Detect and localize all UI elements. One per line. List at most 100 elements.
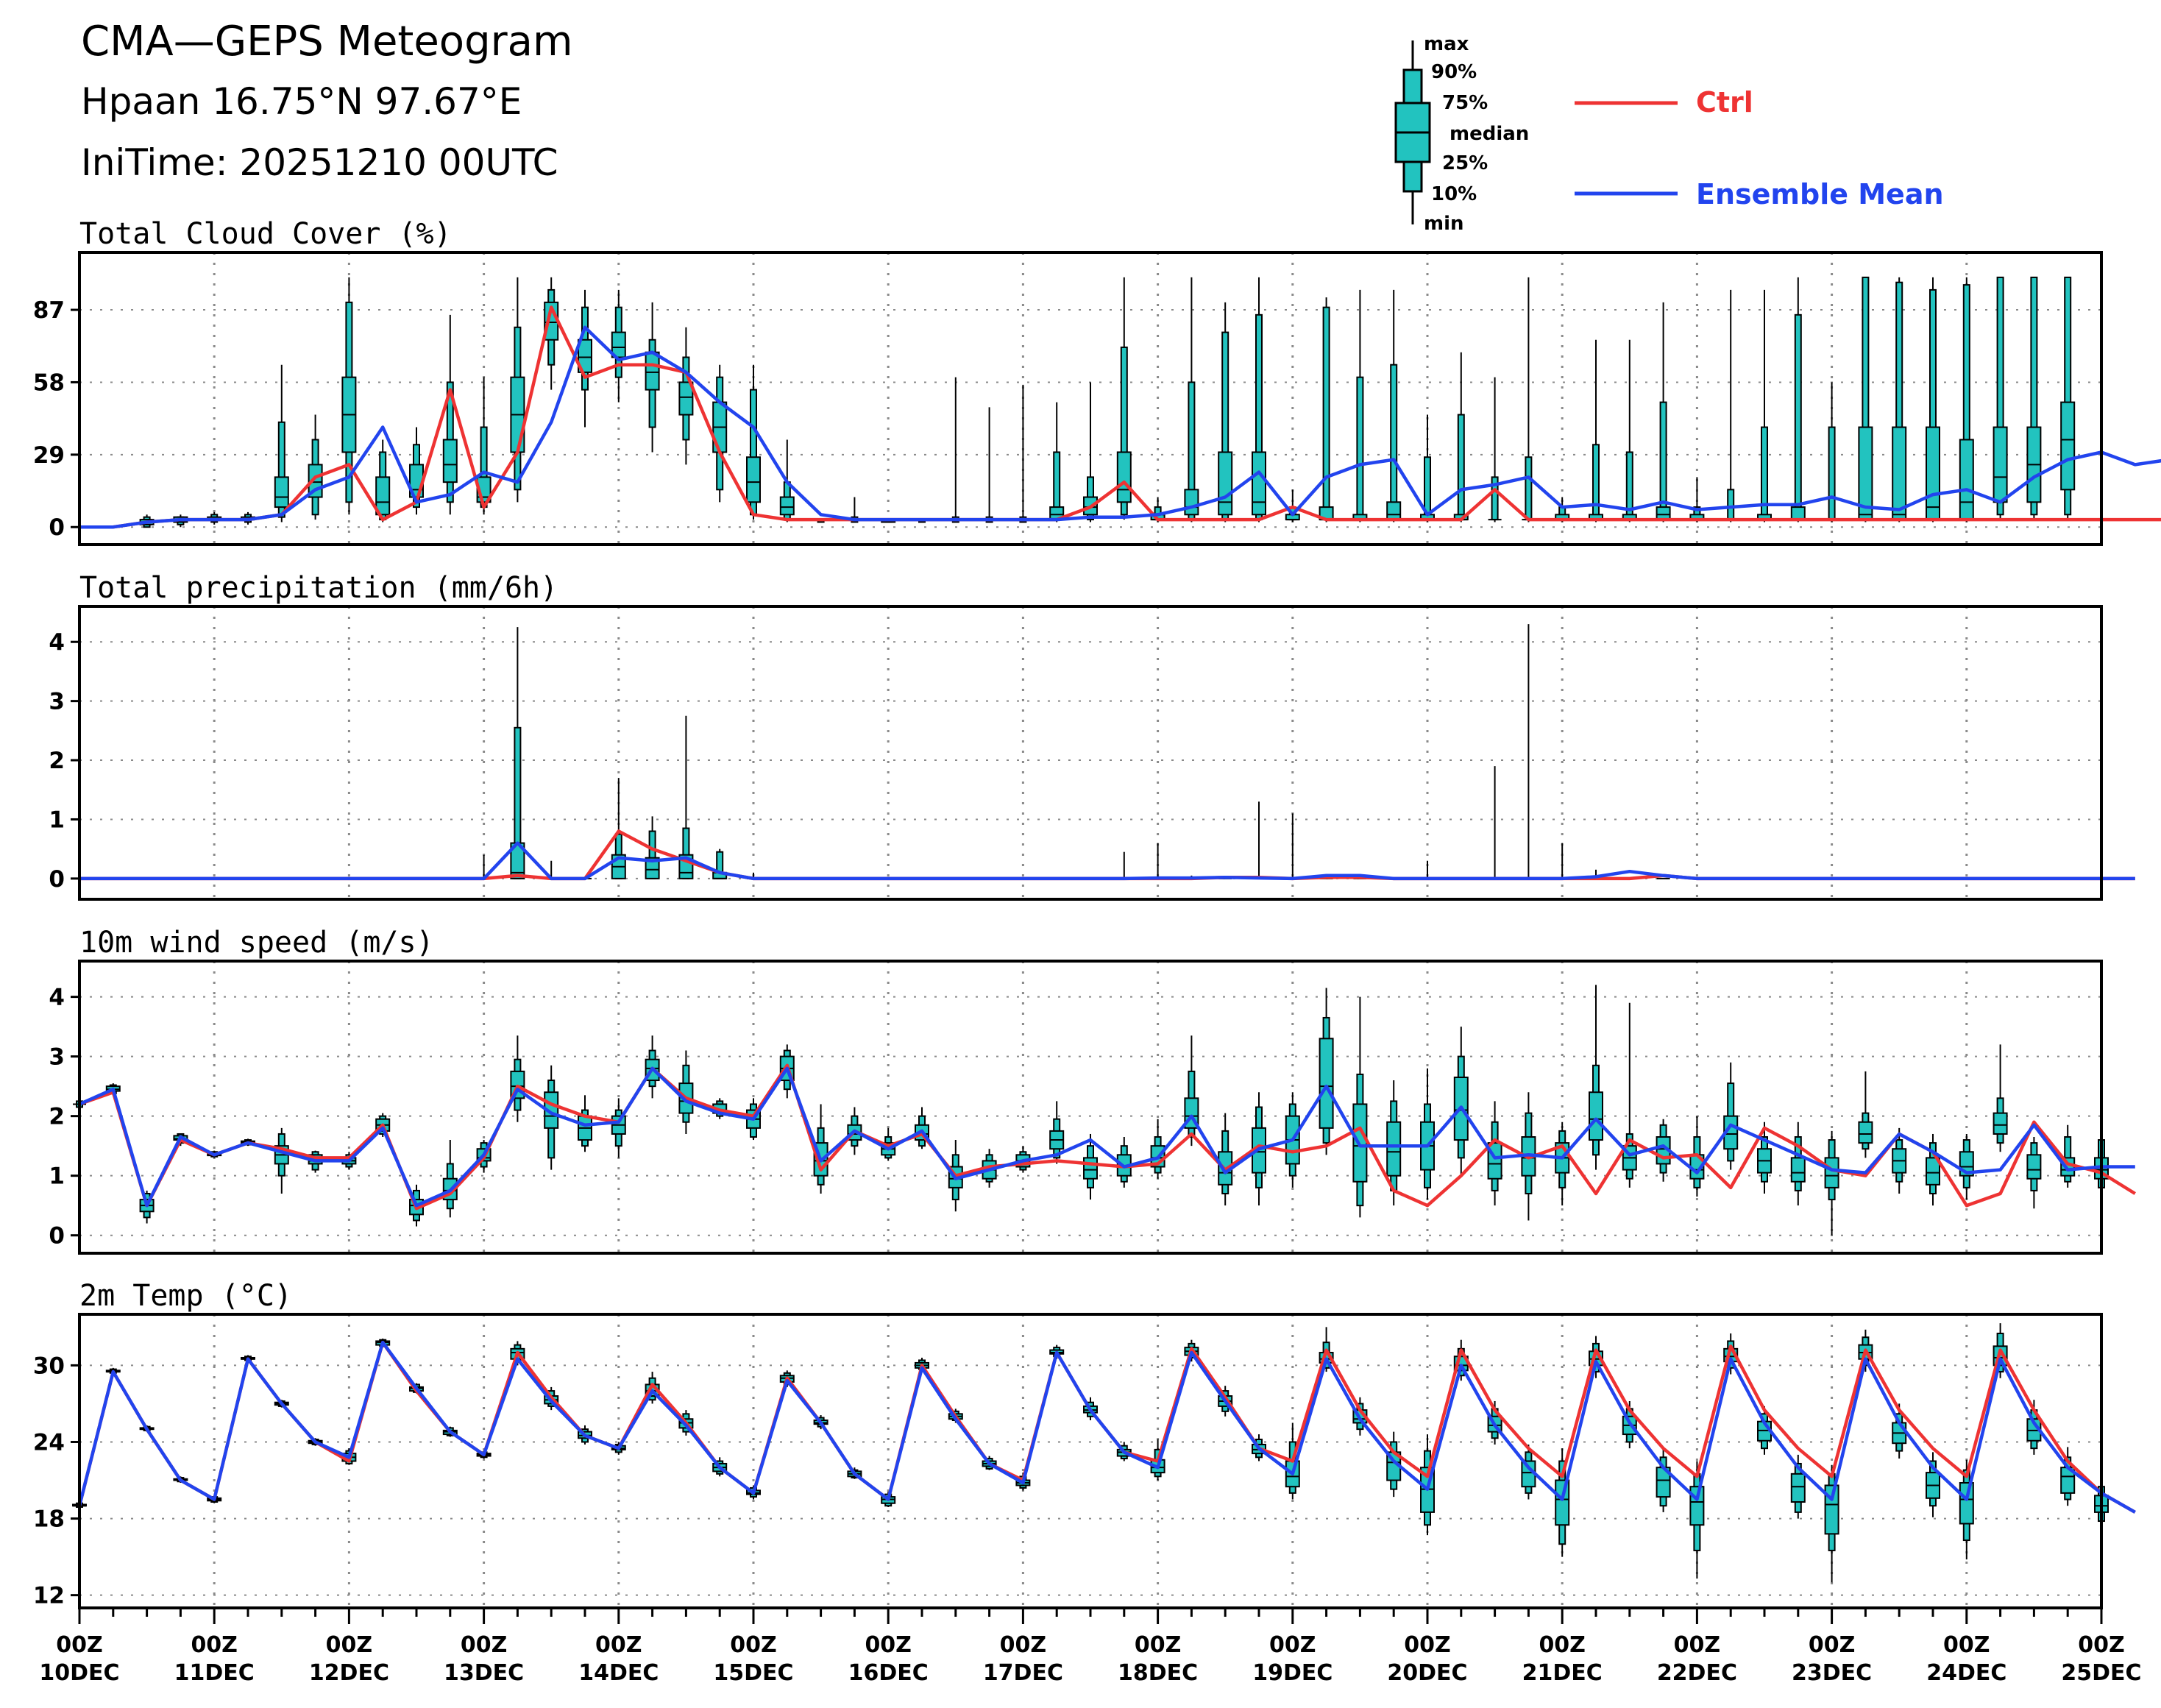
ensemble-box bbox=[1790, 277, 1806, 522]
ensemble-box bbox=[1421, 860, 1434, 879]
ensemble-box bbox=[1824, 1130, 1839, 1236]
box-p25-p75 bbox=[1959, 439, 1974, 521]
x-tick-hour: 00Z bbox=[865, 1632, 912, 1658]
ensemble-mean-line bbox=[77, 1340, 2136, 1514]
box-p25-p75 bbox=[611, 331, 626, 358]
ensemble-box bbox=[308, 414, 323, 520]
ensemble-box bbox=[1555, 1121, 1570, 1206]
x-axis: 00Z10DEC00Z11DEC00Z12DEC00Z13DEC00Z14DEC… bbox=[39, 1608, 2142, 1686]
box-p25-p75 bbox=[2026, 1154, 2042, 1180]
box-p25-p75 bbox=[1083, 1157, 1098, 1180]
ensemble-box bbox=[1116, 277, 1132, 520]
box-p25-p75 bbox=[1926, 1157, 1940, 1186]
ensemble-box bbox=[1993, 1044, 2008, 1152]
box-p25-p75 bbox=[1218, 451, 1233, 516]
ensemble-mean-line bbox=[79, 325, 2161, 529]
box-p25-p75 bbox=[1790, 506, 1806, 521]
ensemble-box bbox=[1555, 843, 1569, 879]
box-p10-p90 bbox=[1356, 376, 1364, 521]
box-p10-p90 bbox=[1727, 489, 1735, 521]
x-tick-date: 22DEC bbox=[1657, 1660, 1737, 1686]
ensemble-box bbox=[1790, 1121, 1806, 1206]
box-p25-p75 bbox=[1589, 1091, 1603, 1141]
box-p10-p90 bbox=[2064, 276, 2072, 516]
y-tick-label: 12 bbox=[33, 1583, 65, 1609]
init-time: IniTime: 20251210 00UTC bbox=[81, 141, 558, 184]
panel-frame bbox=[78, 960, 2103, 1255]
ensemble-box bbox=[1285, 813, 1299, 879]
ensemble-box bbox=[611, 1098, 626, 1158]
ensemble-box bbox=[1218, 1113, 1233, 1206]
box-p25-p75 bbox=[1386, 501, 1402, 521]
ensemble-box bbox=[1689, 1116, 1705, 1197]
ensemble-box bbox=[1689, 477, 1705, 522]
panel-frame bbox=[78, 251, 2103, 546]
box-p25-p75 bbox=[678, 381, 694, 416]
box-p25-p75 bbox=[1790, 1157, 1806, 1183]
ensemble-box bbox=[915, 1107, 929, 1149]
box-p25-p75 bbox=[1252, 451, 1266, 516]
box-p25-p75 bbox=[442, 439, 458, 483]
ensemble-box bbox=[1184, 1035, 1199, 1147]
box-p25-p75 bbox=[1858, 1121, 1873, 1144]
ensemble-box bbox=[1622, 339, 1637, 522]
box-p25-p75 bbox=[1790, 1473, 1806, 1503]
ensemble-box bbox=[948, 377, 962, 523]
ensemble-box bbox=[1926, 1452, 1940, 1517]
ensemble-box bbox=[1049, 402, 1065, 522]
key-label-max: max bbox=[1424, 33, 1469, 55]
chart-title: CMA—GEPS Meteogram bbox=[81, 18, 573, 65]
x-tick-hour: 00Z bbox=[1404, 1632, 1451, 1658]
ensemble-box bbox=[1892, 277, 1907, 522]
ctrl-line bbox=[79, 305, 2161, 529]
x-tick-hour: 00Z bbox=[730, 1632, 777, 1658]
box-p25-p75 bbox=[746, 456, 761, 503]
ensemble-box bbox=[442, 1140, 458, 1218]
ensemble-box bbox=[1150, 1119, 1165, 1179]
box-p25-p75 bbox=[274, 476, 289, 508]
ensemble-box bbox=[1083, 382, 1098, 522]
y-tick-label: 30 bbox=[33, 1353, 65, 1379]
box-p10-p90 bbox=[1322, 306, 1330, 521]
ensemble-box bbox=[611, 289, 626, 403]
x-tick-date: 18DEC bbox=[1118, 1660, 1198, 1686]
ensemble-box bbox=[2026, 1137, 2042, 1209]
key-label-p10: 10% bbox=[1431, 183, 1477, 205]
ensemble-box bbox=[611, 778, 626, 879]
ensemble-box bbox=[1016, 384, 1030, 523]
box-p10-p90 bbox=[1996, 276, 2004, 516]
key-label-p90: 90% bbox=[1431, 61, 1477, 83]
ensemble-box bbox=[1488, 377, 1502, 522]
ensemble-box bbox=[578, 289, 592, 428]
box-p10-p90 bbox=[1120, 346, 1128, 516]
box-p25-p75 bbox=[1926, 426, 1940, 521]
y-tick-label: 0 bbox=[49, 1223, 65, 1250]
ensemble-box bbox=[1656, 302, 1671, 522]
x-tick-date: 20DEC bbox=[1387, 1660, 1467, 1686]
x-tick-date: 21DEC bbox=[1522, 1660, 1603, 1686]
y-tick-label: 87 bbox=[33, 297, 65, 324]
ensemble-box bbox=[645, 302, 660, 453]
ensemble-box bbox=[1858, 276, 1873, 522]
ensemble-box bbox=[1420, 1068, 1435, 1200]
ensemble-box bbox=[1252, 801, 1266, 879]
ensemble-box bbox=[678, 715, 694, 879]
box-p25-p75 bbox=[1959, 1481, 1974, 1525]
key-label-min: min bbox=[1424, 213, 1464, 235]
y-tick-label: 24 bbox=[33, 1429, 65, 1456]
x-tick-hour: 00Z bbox=[326, 1632, 373, 1658]
ensemble-box bbox=[510, 1035, 525, 1122]
box-p10-p90 bbox=[277, 421, 285, 518]
ensemble-box bbox=[1926, 1133, 1940, 1206]
ensemble-box bbox=[1589, 339, 1603, 522]
x-tick-date: 15DEC bbox=[713, 1660, 793, 1686]
x-tick-hour: 00Z bbox=[1269, 1632, 1316, 1658]
ensemble-mean-line bbox=[79, 841, 2135, 881]
panel-1: Total Cloud Cover (%) 0 29 58 87 bbox=[33, 217, 2161, 546]
box-p25-p75 bbox=[2060, 401, 2076, 491]
y-tick-label: 1 bbox=[49, 1163, 65, 1190]
panel-2: Total precipitation (mm/6h) 0 1 2 3 4 bbox=[49, 571, 2135, 901]
panel-title: Total precipitation (mm/6h) bbox=[79, 571, 558, 605]
box-p25-p75 bbox=[1824, 1157, 1839, 1188]
ensemble-box bbox=[1117, 851, 1131, 879]
